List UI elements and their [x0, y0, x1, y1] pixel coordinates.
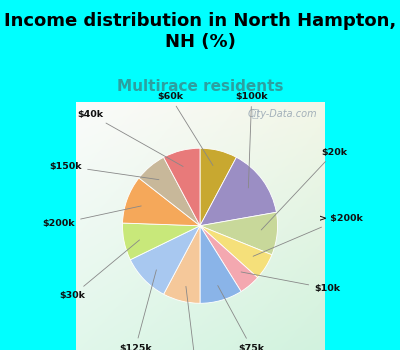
Wedge shape [200, 226, 258, 292]
Text: $100k: $100k [235, 92, 268, 188]
Text: $125k: $125k [119, 270, 156, 350]
Wedge shape [200, 212, 278, 255]
Text: $200k: $200k [42, 206, 141, 228]
Wedge shape [130, 226, 200, 294]
Wedge shape [122, 223, 200, 260]
Text: $20k: $20k [261, 148, 347, 230]
Wedge shape [200, 157, 276, 226]
Text: $30k: $30k [60, 240, 140, 300]
Text: Multirace residents: Multirace residents [117, 79, 283, 94]
Text: $40k: $40k [78, 110, 183, 167]
Wedge shape [164, 226, 200, 303]
Text: $10k: $10k [241, 272, 340, 293]
Wedge shape [139, 157, 200, 226]
Text: ⓘ: ⓘ [252, 109, 258, 119]
Text: $60k: $60k [157, 92, 213, 166]
Text: $50k: $50k [182, 286, 208, 350]
Text: Income distribution in North Hampton,
NH (%): Income distribution in North Hampton, NH… [4, 12, 396, 51]
Wedge shape [164, 148, 200, 226]
Text: City-Data.com: City-Data.com [247, 109, 317, 119]
Wedge shape [200, 148, 236, 226]
Wedge shape [200, 226, 272, 278]
Text: $75k: $75k [218, 286, 265, 350]
Text: > $200k: > $200k [253, 214, 363, 256]
Wedge shape [122, 178, 200, 226]
Wedge shape [200, 226, 241, 303]
Text: $150k: $150k [50, 162, 159, 180]
